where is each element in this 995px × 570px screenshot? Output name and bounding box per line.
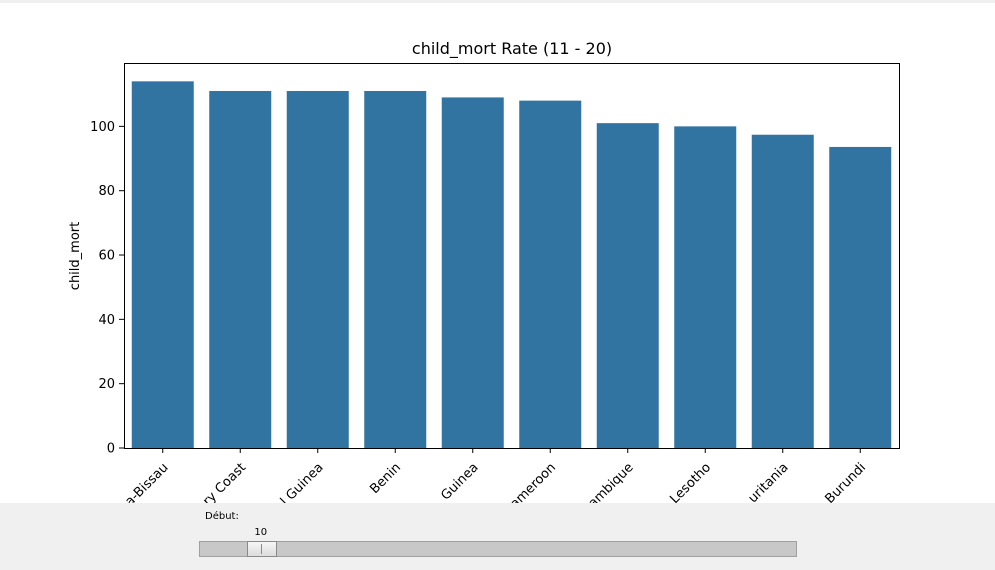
bar-9	[751, 134, 814, 448]
start-slider-track[interactable]	[199, 541, 797, 557]
y-tick-label: 40	[98, 313, 115, 328]
x-tick-label: ameroon	[508, 460, 560, 503]
bar-1	[131, 81, 194, 448]
x-tick-label: ry Coast	[200, 460, 249, 503]
y-axis-label: child_mort	[68, 222, 83, 290]
x-tick-label: l Guinea	[278, 460, 327, 503]
bar-chart: child_mort Rate (11 - 20) child_mort 0 20…	[68, 39, 900, 503]
x-tick-label: Lesotho	[667, 460, 714, 503]
bar-5	[441, 97, 504, 448]
plot-frame	[124, 63, 900, 449]
x-tick-label: ambique	[586, 460, 637, 503]
y-axis-ticks: 0 20 40 60 80 100	[90, 120, 124, 457]
start-slider-handle[interactable]	[246, 541, 277, 557]
x-tick-label: Benin	[367, 460, 404, 497]
x-axis-ticks: a-Bissau ry Coast l Guinea Benin Guinea amero…	[122, 448, 869, 503]
x-tick-label: Guinea	[438, 460, 481, 503]
bar-10	[829, 146, 892, 448]
bar-3	[286, 90, 349, 448]
slider-value: 10	[254, 527, 268, 538]
x-tick-label: uritania	[746, 460, 792, 503]
slider-panel: Début: 10	[0, 503, 995, 570]
y-tick-label: 20	[98, 377, 115, 392]
x-tick-label: Burundi	[823, 460, 870, 503]
window-top-strip	[0, 0, 995, 3]
bar-2	[209, 90, 272, 448]
slider-label: Début:	[205, 511, 239, 522]
y-tick-label: 60	[98, 249, 115, 264]
y-tick-label: 80	[98, 184, 115, 199]
bar-6	[519, 100, 582, 448]
bar-8	[674, 126, 737, 448]
y-tick-label: 0	[107, 442, 115, 457]
bar-7	[596, 123, 659, 448]
bar-4	[364, 90, 427, 448]
x-tick-label: a-Bissau	[122, 460, 171, 503]
bars-group	[131, 81, 892, 448]
chart-title: child_mort Rate (11 - 20)	[412, 39, 612, 59]
y-tick-label: 100	[90, 120, 115, 135]
